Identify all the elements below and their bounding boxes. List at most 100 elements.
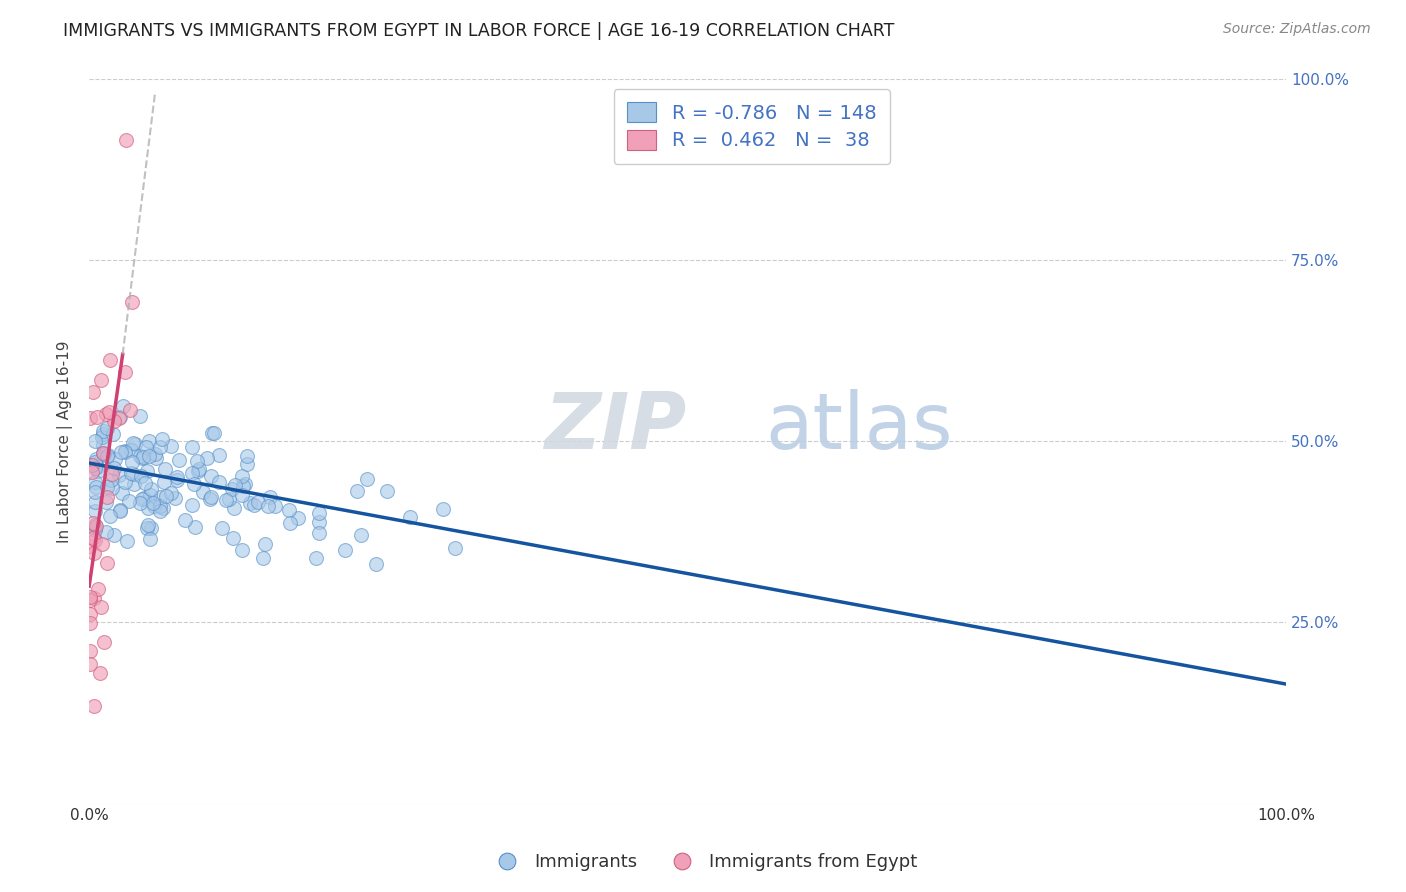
Point xyxy=(103,461,125,475)
Point xyxy=(432,502,454,516)
Point xyxy=(308,525,330,540)
Point xyxy=(142,499,165,513)
Point xyxy=(86,460,108,475)
Point xyxy=(98,352,121,367)
Point xyxy=(207,448,229,462)
Point xyxy=(82,384,104,399)
Point xyxy=(215,492,238,507)
Point xyxy=(287,510,309,524)
Point xyxy=(222,500,245,515)
Point xyxy=(356,472,378,486)
Point xyxy=(145,447,167,461)
Point xyxy=(159,439,181,453)
Point xyxy=(149,500,172,514)
Point xyxy=(96,449,118,463)
Point xyxy=(96,480,118,494)
Point xyxy=(84,518,107,533)
Point xyxy=(239,496,262,510)
Point xyxy=(79,539,101,553)
Point xyxy=(79,643,101,657)
Point xyxy=(79,592,101,607)
Point xyxy=(308,506,330,520)
Point xyxy=(200,490,222,504)
Point xyxy=(155,462,177,476)
Point xyxy=(153,475,176,490)
Point xyxy=(90,373,112,387)
Point xyxy=(131,450,153,465)
Point xyxy=(183,477,205,491)
Point xyxy=(120,467,142,481)
Point xyxy=(84,461,107,475)
Point xyxy=(120,442,142,457)
Point xyxy=(149,504,172,518)
Point xyxy=(90,599,112,614)
Point xyxy=(443,541,465,555)
Point xyxy=(93,447,115,461)
Point xyxy=(335,542,357,557)
Point xyxy=(103,528,125,542)
Text: atlas: atlas xyxy=(765,389,953,465)
Text: Source: ZipAtlas.com: Source: ZipAtlas.com xyxy=(1223,22,1371,37)
Point xyxy=(188,462,211,476)
Legend: R = -0.786   N = 148, R =  0.462   N =  38: R = -0.786 N = 148, R = 0.462 N = 38 xyxy=(613,88,890,164)
Point xyxy=(79,591,101,605)
Point xyxy=(236,458,259,472)
Point xyxy=(97,448,120,462)
Point xyxy=(104,451,127,466)
Point xyxy=(96,490,118,504)
Point xyxy=(198,492,221,507)
Point xyxy=(84,520,107,534)
Point xyxy=(224,477,246,491)
Point xyxy=(366,557,388,571)
Point xyxy=(167,453,190,467)
Point xyxy=(118,402,141,417)
Point xyxy=(150,432,173,446)
Point xyxy=(231,469,253,483)
Point xyxy=(83,533,105,547)
Point xyxy=(129,496,152,510)
Point xyxy=(86,457,108,471)
Point xyxy=(91,537,114,551)
Point xyxy=(138,488,160,502)
Point xyxy=(83,546,105,560)
Point xyxy=(93,634,115,648)
Point xyxy=(100,473,122,487)
Point xyxy=(243,498,266,512)
Point xyxy=(139,532,162,546)
Point xyxy=(82,531,104,545)
Point xyxy=(91,430,114,444)
Point xyxy=(201,425,224,440)
Point xyxy=(84,484,107,499)
Point xyxy=(155,489,177,503)
Point xyxy=(160,486,183,500)
Point xyxy=(84,504,107,518)
Point xyxy=(184,520,207,534)
Point xyxy=(165,491,187,506)
Point xyxy=(101,481,124,495)
Point xyxy=(305,551,328,566)
Point xyxy=(346,483,368,498)
Point xyxy=(114,443,136,458)
Point xyxy=(115,533,138,548)
Point xyxy=(108,503,131,517)
Point xyxy=(79,410,101,425)
Point xyxy=(252,550,274,565)
Point xyxy=(200,469,222,483)
Point xyxy=(98,509,121,524)
Point xyxy=(115,133,138,147)
Point xyxy=(193,485,215,500)
Point xyxy=(264,499,287,513)
Point xyxy=(84,494,107,508)
Point xyxy=(259,490,281,504)
Point xyxy=(152,501,174,516)
Point xyxy=(211,521,233,535)
Point xyxy=(124,437,146,451)
Point xyxy=(83,591,105,605)
Point xyxy=(111,486,134,500)
Point xyxy=(122,477,145,491)
Point xyxy=(89,666,111,681)
Point xyxy=(181,466,204,480)
Point xyxy=(166,473,188,487)
Point xyxy=(108,502,131,516)
Point xyxy=(110,445,132,459)
